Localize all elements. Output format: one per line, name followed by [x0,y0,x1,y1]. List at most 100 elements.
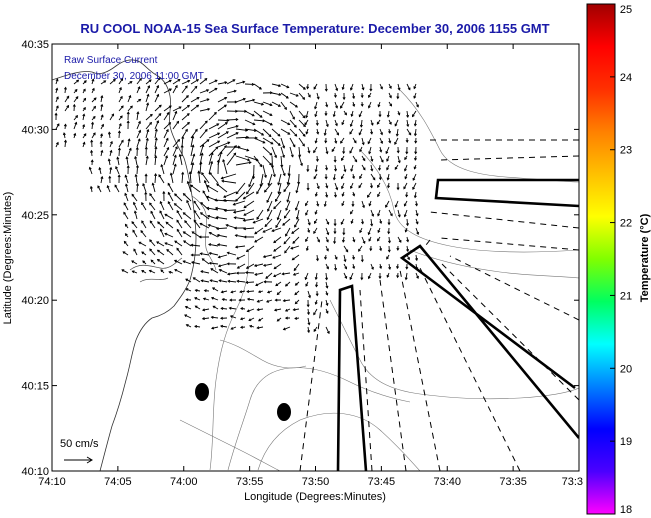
current-vector-head [254,231,258,235]
current-vector-head [62,132,66,136]
current-vector-head [149,220,153,224]
current-vector [246,263,255,269]
current-vector-head [334,168,338,172]
current-vector-head [341,87,345,91]
current-vector [414,128,417,136]
current-vector [287,173,291,185]
current-vector [289,101,298,108]
x-tick-label: 73:45 [368,476,396,488]
current-vector [126,156,129,166]
current-vector-head [100,175,104,179]
current-vector [221,290,228,293]
current-vector-head [404,176,408,180]
current-vector [136,121,141,130]
current-vector [275,191,282,202]
current-vector [136,111,139,121]
current-vector-head [325,185,329,189]
current-vector [133,202,138,211]
current-vector-head [411,114,415,118]
current-vector-head [196,79,200,82]
current-vector-head [314,193,318,197]
current-vector-head [325,151,329,155]
current-vector-head [148,269,152,273]
current-vector-head [210,326,215,330]
current-vector [91,97,97,103]
current-vector-head [168,79,172,83]
current-vector [289,119,297,128]
current-vector [134,156,138,166]
current-vector-head [206,214,211,218]
current-vector [271,227,282,232]
current-vector-head [184,305,188,309]
current-vector [200,270,210,274]
current-vector-head [332,177,336,181]
current-vector-head [413,133,417,137]
current-vector [243,227,255,230]
current-vector [237,280,246,283]
current-vector-head [315,122,319,126]
current-vector-head [114,184,118,188]
current-vector [334,101,338,109]
current-vector-head [278,104,282,107]
current-vector [368,272,372,279]
current-vector [254,227,264,235]
current-vector-head [276,318,280,322]
current-vector-head [188,171,192,175]
current-vector-head [176,228,180,232]
current-vector-head [245,249,249,252]
current-vector-head [125,156,129,160]
current-vector-head [367,232,371,236]
current-vector [247,308,255,312]
current-vector [202,308,210,311]
current-vector [157,249,165,256]
current-vector [314,101,318,109]
current-vector-head [262,229,266,233]
current-vector-head [292,272,296,276]
current-vector-head [262,140,266,144]
current-vector-head [273,266,277,270]
current-vector-head [174,110,178,114]
current-vector-head [91,87,95,91]
current-vector-head [145,137,149,141]
current-vector-head [286,182,290,186]
current-vector [208,161,213,175]
current-vector-head [218,279,222,283]
current-vector [202,317,210,320]
current-vector [183,231,192,238]
current-vector [340,137,345,144]
current-vector [226,145,237,157]
current-vector-head [184,85,188,89]
current-vector [273,236,282,243]
current-vector [254,263,264,267]
current-vector-head [207,223,211,227]
current-vector-head [370,131,374,135]
current-vector-head [386,167,389,171]
current-vector [244,128,257,132]
current-vector [289,137,296,147]
current-vector [413,92,417,99]
current-vector-head [326,266,329,270]
current-vector [191,231,201,238]
current-vector-head [264,175,267,179]
current-vector-head [290,246,294,250]
current-vector [307,218,311,225]
current-vector-head [234,245,238,249]
current-vector-head [388,266,392,270]
current-vector [172,155,177,166]
current-vector [334,182,338,190]
current-vector [313,173,318,179]
current-vector [404,164,408,171]
current-vector [199,144,204,157]
current-vector [163,138,169,148]
current-vector [253,137,265,144]
current-vector-head [334,256,338,260]
current-vector [193,277,201,283]
current-vector [199,162,202,175]
current-vector [370,173,376,180]
current-vector-head [173,203,177,206]
current-vector-head [305,248,309,252]
current-vector [193,219,201,229]
current-vector-head [236,256,240,260]
current-vector [118,123,122,130]
current-vector [64,105,69,112]
